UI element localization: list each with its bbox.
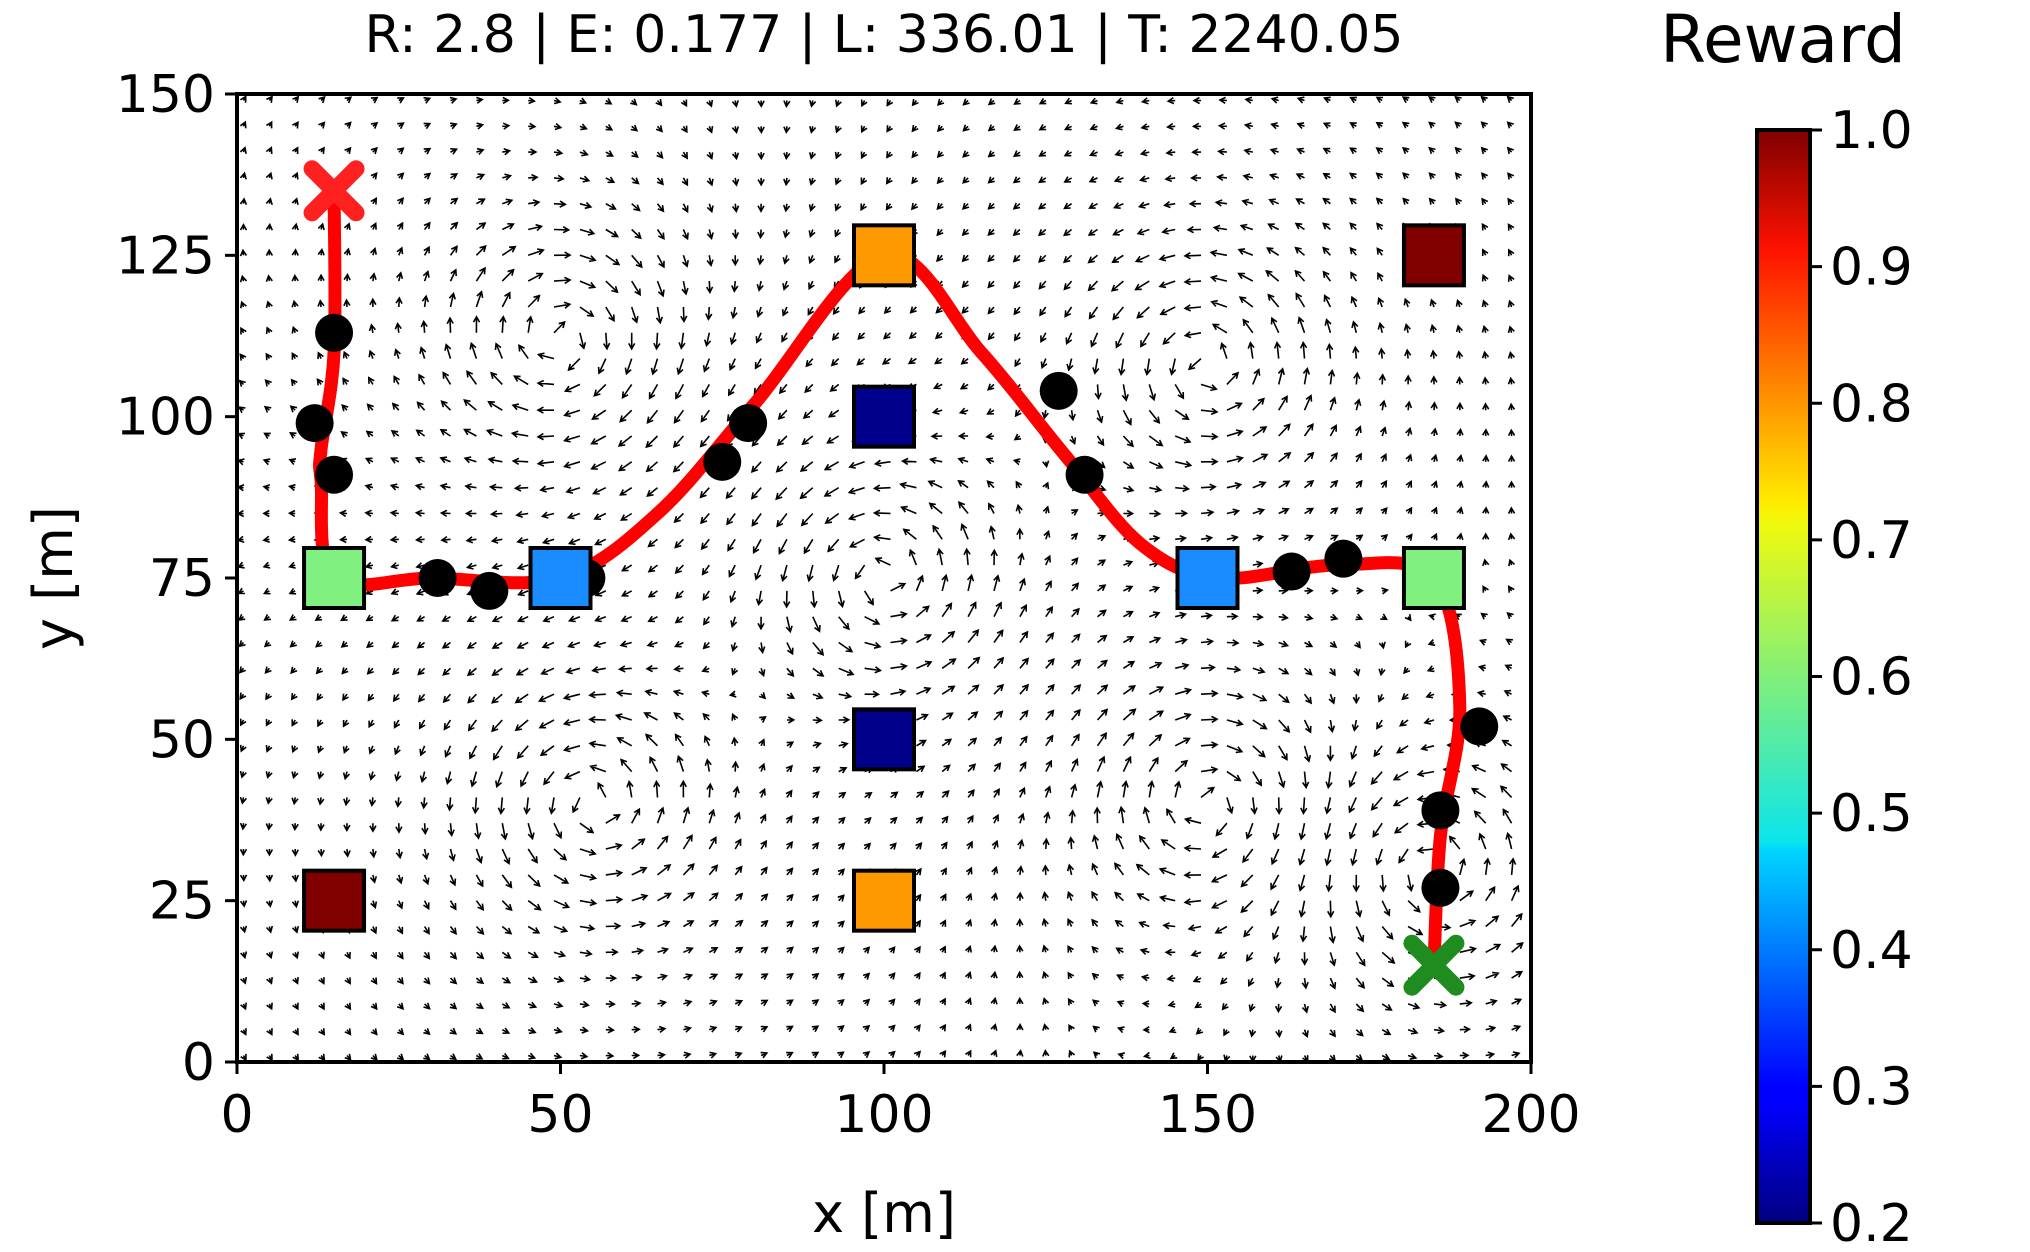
- colorbar-tick-label: 0.5: [1830, 784, 1913, 844]
- target-square: [852, 384, 916, 449]
- y-tick-label: 50: [149, 710, 215, 770]
- waypoint-dot: [1272, 552, 1311, 591]
- colorbar-tick-label: 0.9: [1830, 238, 1913, 298]
- target-square: [1175, 546, 1240, 610]
- target-square: [852, 223, 916, 288]
- waypoint-dot: [1065, 455, 1104, 494]
- waypoint-dot: [703, 442, 742, 481]
- waypoint-dot: [1460, 707, 1499, 746]
- target-square: [1401, 546, 1466, 610]
- target-square: [852, 707, 916, 772]
- marker-layer: [303, 160, 1465, 996]
- colorbar-tick-label: 1.0: [1830, 101, 1913, 161]
- x-tick-label: 150: [1158, 1085, 1257, 1145]
- x-tick-label: 50: [527, 1085, 593, 1145]
- target-square: [302, 868, 367, 933]
- colorbar: [1755, 128, 1812, 1225]
- y-tick-label: 75: [149, 549, 215, 609]
- waypoint-dot: [315, 313, 354, 352]
- waypoint-dot: [418, 559, 457, 597]
- waypoint-dot: [729, 404, 768, 443]
- target-square: [528, 546, 593, 610]
- vector-field: [237, 95, 1524, 1062]
- waypoint-dot: [295, 404, 334, 443]
- colorbar-tick-label: 0.4: [1830, 921, 1913, 981]
- y-tick-label: 100: [116, 388, 215, 448]
- y-tick-label: 0: [182, 1033, 215, 1093]
- colorbar-tick-label: 0.3: [1830, 1057, 1913, 1117]
- start-marker: [303, 160, 365, 222]
- colorbar-tick-label: 0.8: [1830, 374, 1913, 434]
- x-axis-ticks: 0 50 100 150 200: [220, 1062, 1581, 1145]
- waypoint-dot: [315, 455, 354, 494]
- y-tick-label: 25: [149, 872, 215, 932]
- target-square: [1401, 223, 1466, 288]
- x-tick-label: 0: [220, 1085, 253, 1145]
- y-tick-label: 150: [116, 65, 215, 125]
- x-tick-label: 100: [834, 1085, 933, 1145]
- waypoint-dot: [1324, 539, 1363, 578]
- x-axis-label: x [m]: [812, 1182, 956, 1245]
- colorbar-tick-label: 0.2: [1830, 1194, 1913, 1252]
- y-tick-label: 125: [116, 226, 215, 286]
- target-layer: [302, 223, 1466, 933]
- x-tick-label: 200: [1481, 1085, 1580, 1145]
- waypoint-dot: [1421, 868, 1460, 907]
- colorbar-ticks: 0.2 0.3 0.4 0.5 0.6 0.7 0.8 0.9 1.0: [1810, 101, 1913, 1252]
- waypoint-dot: [1039, 371, 1078, 410]
- y-axis-ticks: 0 25 50 75 100 125 150: [116, 65, 237, 1093]
- colorbar-tick-label: 0.6: [1830, 648, 1913, 708]
- waypoint-dot: [470, 571, 509, 610]
- end-marker: [1403, 934, 1465, 996]
- colorbar-label: Reward: [1660, 1, 1906, 78]
- target-square: [302, 546, 367, 610]
- colorbar-tick-label: 0.7: [1830, 511, 1913, 571]
- chart-title: R: 2.8 | E: 0.177 | L: 336.01 | T: 2240.…: [365, 5, 1404, 65]
- y-axis-label: y [m]: [22, 506, 85, 650]
- quiver-arrows: [237, 95, 1524, 1062]
- target-square: [852, 868, 916, 933]
- waypoint-dot: [1421, 791, 1460, 830]
